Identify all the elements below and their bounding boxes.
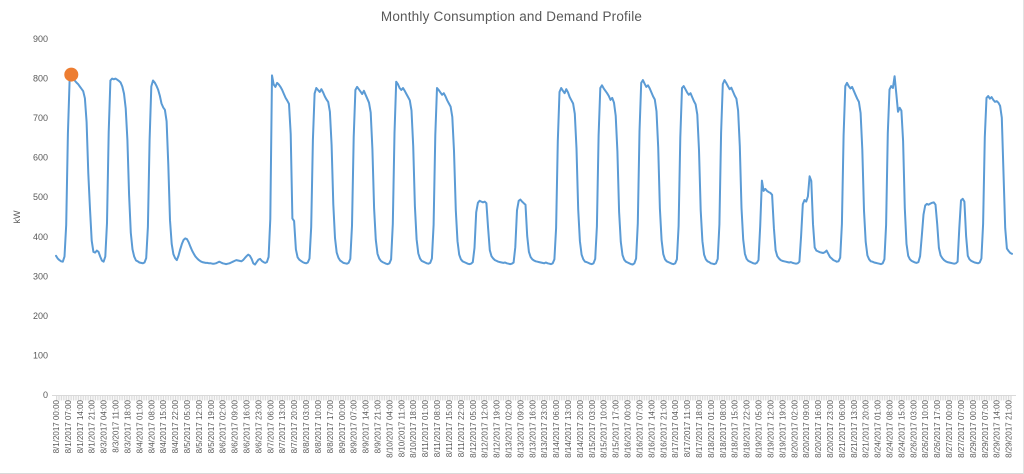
x-tick-label: 8/3/2017 11:00 bbox=[112, 399, 121, 452]
x-tick-label: 8/11/2017 08:00 bbox=[433, 399, 442, 457]
y-tick-label: 800 bbox=[33, 74, 48, 84]
x-tick-label: 8/9/2017 00:00 bbox=[338, 399, 347, 453]
x-tick-label: 8/12/2017 05:00 bbox=[469, 399, 478, 457]
x-tick-label: 8/1/2017 00:00 bbox=[52, 399, 61, 453]
x-tick-label: 8/18/2017 15:00 bbox=[731, 399, 740, 457]
x-tick-label: 8/20/2017 16:00 bbox=[814, 399, 823, 457]
x-tick-label: 8/7/2017 13:00 bbox=[278, 399, 287, 453]
x-tick-label: 8/14/2017 13:00 bbox=[564, 399, 573, 457]
x-tick-label: 8/21/2017 06:00 bbox=[838, 399, 847, 457]
y-tick-label: 300 bbox=[33, 271, 48, 281]
x-tick-label: 8/16/2017 14:00 bbox=[647, 399, 656, 457]
x-tick-label: 8/3/2017 04:00 bbox=[100, 399, 109, 453]
x-tick-label: 8/27/2017 00:00 bbox=[945, 399, 954, 457]
x-tick-label: 8/18/2017 01:00 bbox=[707, 399, 716, 457]
y-tick-label: 500 bbox=[33, 192, 48, 202]
y-tick-label: 0 bbox=[43, 390, 48, 400]
x-tick-label: 8/27/2017 07:00 bbox=[957, 399, 966, 457]
x-tick-label: 8/21/2017 20:00 bbox=[862, 399, 871, 457]
x-tick-label: 8/11/2017 15:00 bbox=[445, 399, 454, 457]
x-tick-label: 8/6/2017 23:00 bbox=[254, 399, 263, 453]
x-tick-label: 8/16/2017 00:00 bbox=[624, 399, 633, 457]
x-tick-label: 8/10/2017 11:00 bbox=[397, 399, 406, 457]
x-tick-label: 8/9/2017 07:00 bbox=[350, 399, 359, 453]
x-tick-label: 8/17/2017 18:00 bbox=[695, 399, 704, 457]
x-tick-label: 8/20/2017 02:00 bbox=[790, 399, 799, 457]
x-tick-label: 8/8/2017 03:00 bbox=[302, 399, 311, 453]
x-tick-label: 8/5/2017 19:00 bbox=[207, 399, 216, 453]
x-tick-label: 8/6/2017 02:00 bbox=[219, 399, 228, 453]
x-tick-label: 8/4/2017 15:00 bbox=[159, 399, 168, 453]
x-tick-label: 8/16/2017 21:00 bbox=[659, 399, 668, 457]
x-tick-label: 8/1/2017 14:00 bbox=[76, 399, 85, 453]
x-tick-label: 8/12/2017 12:00 bbox=[481, 399, 490, 457]
x-tick-label: 8/14/2017 20:00 bbox=[576, 399, 585, 457]
x-tick-label: 8/19/2017 12:00 bbox=[766, 399, 775, 457]
x-tick-label: 8/18/2017 22:00 bbox=[743, 399, 752, 457]
y-tick-label: 900 bbox=[33, 34, 48, 44]
y-tick-label: 400 bbox=[33, 232, 48, 242]
x-tick-label: 8/9/2017 21:00 bbox=[374, 399, 383, 453]
x-tick-label: 8/5/2017 05:00 bbox=[183, 399, 192, 453]
x-tick-label: 8/11/2017 22:00 bbox=[457, 399, 466, 457]
x-tick-label: 8/24/2017 01:00 bbox=[874, 399, 883, 457]
x-tick-label: 8/10/2017 04:00 bbox=[385, 399, 394, 457]
x-tick-label: 8/12/2017 19:00 bbox=[493, 399, 502, 457]
x-tick-label: 8/6/2017 16:00 bbox=[243, 399, 252, 453]
x-tick-label: 8/8/2017 10:00 bbox=[314, 399, 323, 453]
x-tick-label: 8/26/2017 17:00 bbox=[933, 399, 942, 457]
x-tick-label: 8/18/2017 08:00 bbox=[719, 399, 728, 457]
x-tick-label: 8/4/2017 08:00 bbox=[147, 399, 156, 453]
x-tick-label: 8/14/2017 06:00 bbox=[552, 399, 561, 457]
x-tick-label: 8/13/2017 09:00 bbox=[516, 399, 525, 457]
x-tick-label: 8/16/2017 07:00 bbox=[636, 399, 645, 457]
x-tick-label: 8/17/2017 11:00 bbox=[683, 399, 692, 457]
x-tick-label: 8/15/2017 10:00 bbox=[600, 399, 609, 457]
x-tick-label: 8/5/2017 12:00 bbox=[195, 399, 204, 453]
x-tick-label: 8/7/2017 06:00 bbox=[266, 399, 275, 453]
x-tick-label: 8/29/2017 07:00 bbox=[981, 399, 990, 457]
x-tick-label: 8/1/2017 21:00 bbox=[88, 399, 97, 453]
x-tick-label: 8/29/2017 14:00 bbox=[993, 399, 1002, 457]
x-tick-label: 8/15/2017 03:00 bbox=[588, 399, 597, 457]
x-tick-label: 8/7/2017 20:00 bbox=[290, 399, 299, 453]
x-tick-label: 8/6/2017 09:00 bbox=[231, 399, 240, 453]
x-tick-label: 8/29/2017 21:00 bbox=[1005, 399, 1014, 457]
x-tick-label: 8/26/2017 03:00 bbox=[909, 399, 918, 457]
x-tick-label: 8/20/2017 23:00 bbox=[826, 399, 835, 457]
x-tick-label: 8/1/2017 07:00 bbox=[64, 399, 73, 453]
x-tick-label: 8/24/2017 08:00 bbox=[886, 399, 895, 457]
y-axis-title: kW bbox=[12, 210, 22, 224]
x-tick-label: 8/26/2017 10:00 bbox=[921, 399, 930, 457]
x-tick-label: 8/21/2017 13:00 bbox=[850, 399, 859, 457]
x-tick-label: 8/10/2017 18:00 bbox=[409, 399, 418, 457]
y-tick-label: 700 bbox=[33, 113, 48, 123]
peak-marker bbox=[64, 67, 79, 82]
x-tick-label: 8/3/2017 18:00 bbox=[123, 399, 132, 453]
x-tick-label: 8/8/2017 17:00 bbox=[326, 399, 335, 453]
x-tick-label: 8/13/2017 02:00 bbox=[505, 399, 514, 457]
y-tick-label: 100 bbox=[33, 350, 48, 360]
y-tick-label: 200 bbox=[33, 311, 48, 321]
x-tick-label: 8/13/2017 23:00 bbox=[540, 399, 549, 457]
x-tick-label: 8/19/2017 05:00 bbox=[755, 399, 764, 457]
x-tick-label: 8/15/2017 17:00 bbox=[612, 399, 621, 457]
chart-title: Monthly Consumption and Demand Profile bbox=[380, 9, 643, 24]
x-tick-label: 8/19/2017 19:00 bbox=[778, 399, 787, 457]
x-tick-label: 8/11/2017 01:00 bbox=[421, 399, 430, 457]
y-tick-label: 600 bbox=[33, 153, 48, 163]
series-line bbox=[55, 73, 1013, 266]
x-tick-label: 8/4/2017 22:00 bbox=[171, 399, 180, 453]
x-tick-label: 8/9/2017 14:00 bbox=[362, 399, 371, 453]
x-tick-label: 8/17/2017 04:00 bbox=[671, 399, 680, 457]
x-tick-label: 8/24/2017 15:00 bbox=[897, 399, 906, 457]
x-tick-label: 8/20/2017 09:00 bbox=[802, 399, 811, 457]
x-tick-label: 8/4/2017 01:00 bbox=[135, 399, 144, 453]
x-tick-label: 8/29/2017 00:00 bbox=[969, 399, 978, 457]
x-tick-label: 8/13/2017 16:00 bbox=[528, 399, 537, 457]
